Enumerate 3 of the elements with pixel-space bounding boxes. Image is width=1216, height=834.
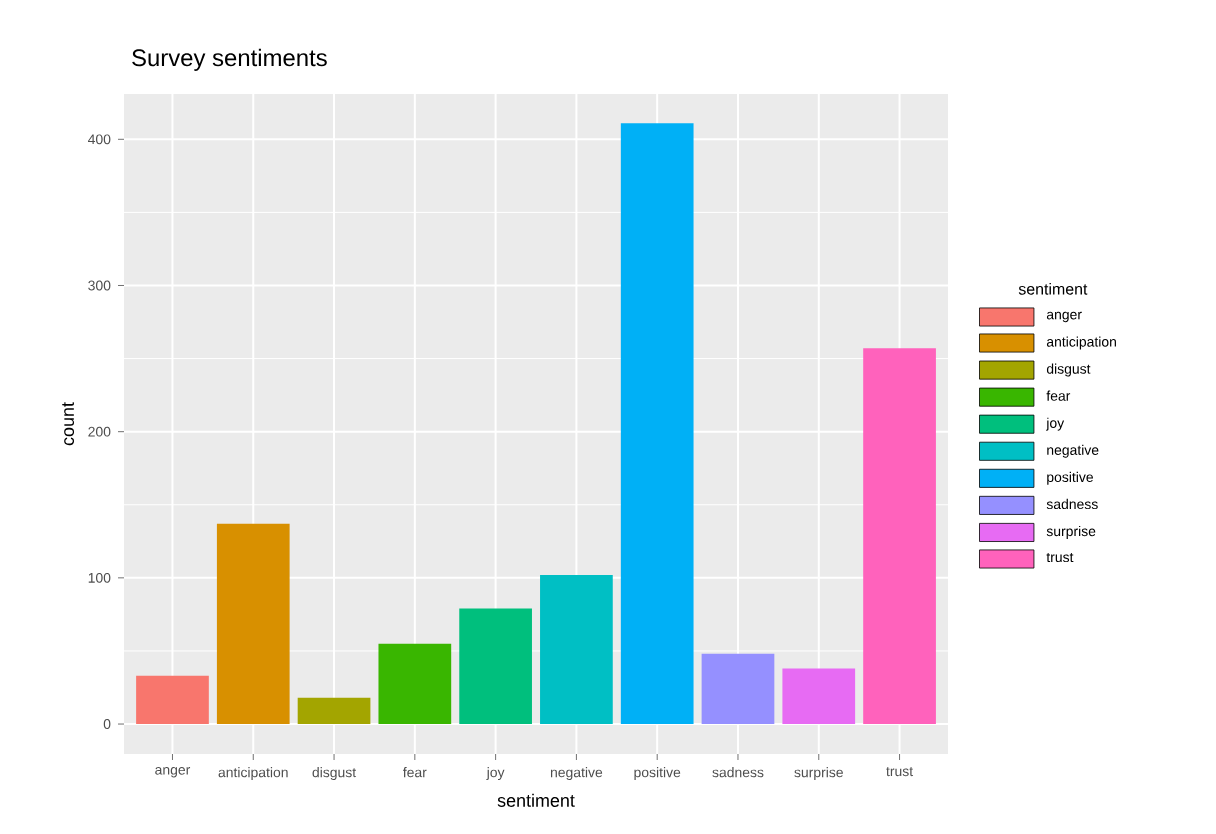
y-axis-title: count xyxy=(62,402,75,446)
x-axis-title: sentiment xyxy=(497,793,575,807)
chart-title: Survey sentiments xyxy=(132,48,327,71)
